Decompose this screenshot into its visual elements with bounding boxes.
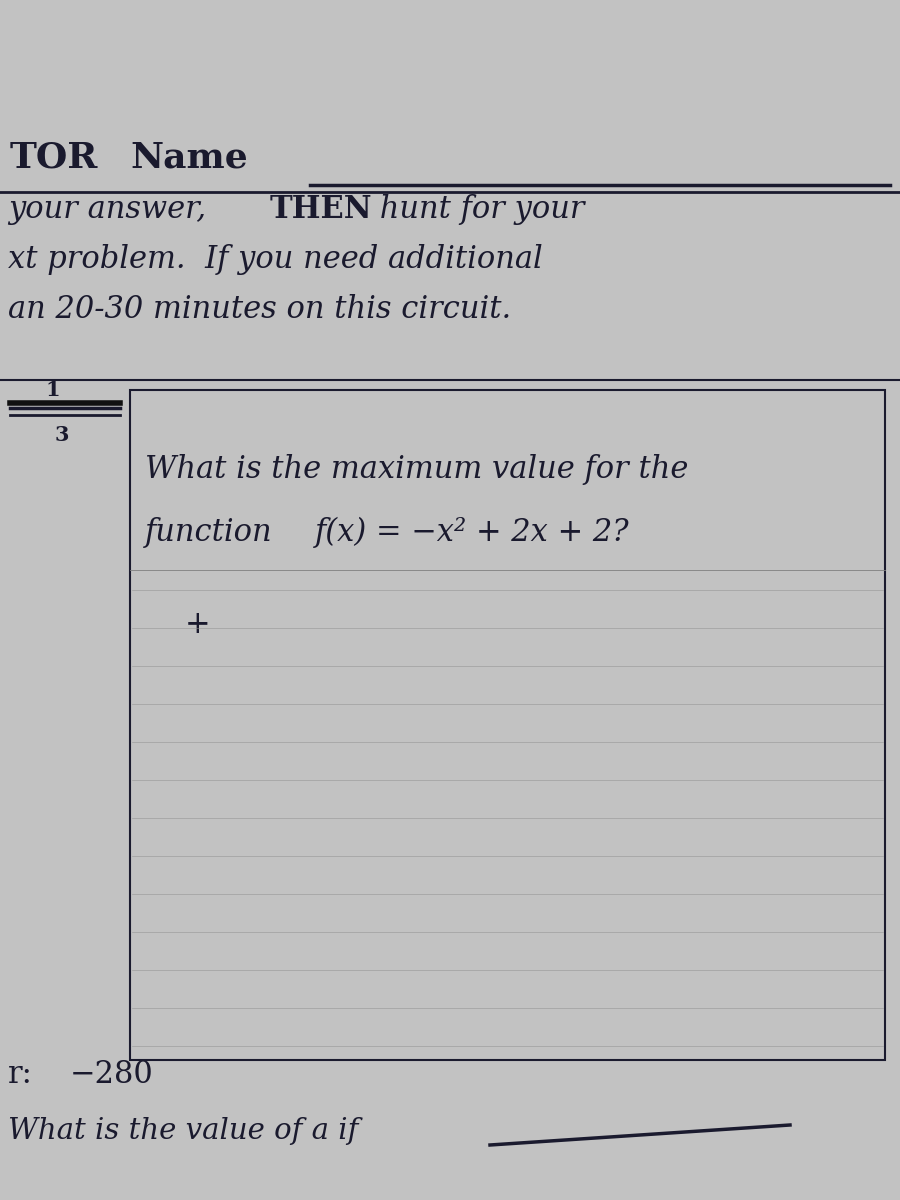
Text: xt problem.  If you need additional: xt problem. If you need additional xyxy=(8,244,543,275)
Text: 1: 1 xyxy=(45,380,59,400)
Text: hunt for your: hunt for your xyxy=(370,194,584,226)
Text: function: function xyxy=(145,517,292,548)
Text: your answer,: your answer, xyxy=(8,194,216,226)
Text: TOR: TOR xyxy=(10,140,98,175)
Text: r:: r: xyxy=(8,1058,33,1090)
Text: THEN: THEN xyxy=(270,194,373,226)
Text: What is the maximum value for the: What is the maximum value for the xyxy=(145,454,688,485)
Text: −280: −280 xyxy=(70,1058,154,1090)
Text: +: + xyxy=(185,608,211,640)
Text: 3: 3 xyxy=(55,425,69,445)
Text: Name: Name xyxy=(130,140,248,175)
Text: What is the value of a if: What is the value of a if xyxy=(8,1117,358,1145)
Bar xyxy=(130,390,885,1060)
Text: an 20-30 minutes on this circuit.: an 20-30 minutes on this circuit. xyxy=(8,294,511,325)
Text: f(x) = −x² + 2x + 2?: f(x) = −x² + 2x + 2? xyxy=(315,517,630,548)
